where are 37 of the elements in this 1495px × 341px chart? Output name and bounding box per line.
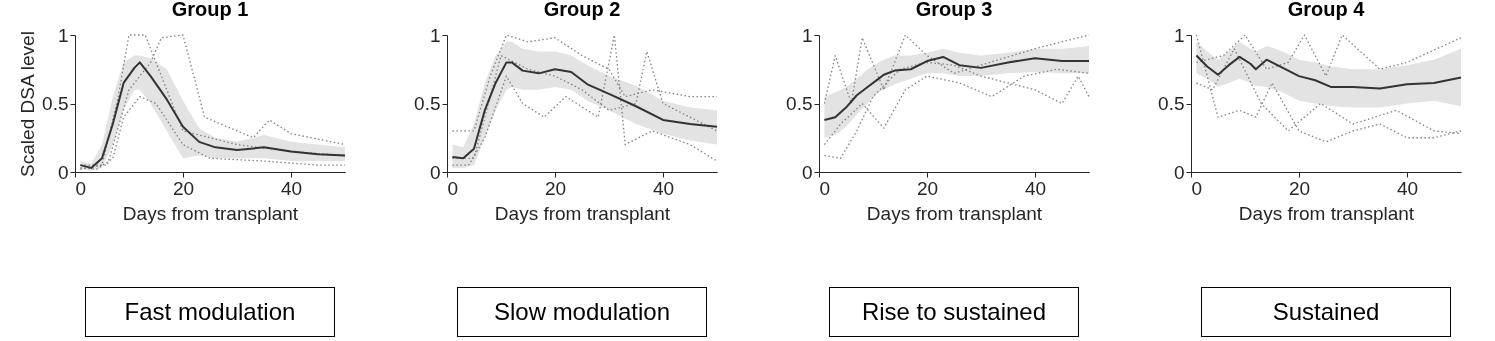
x-tick-label: 0 (75, 177, 87, 199)
y-axis-title: Scaled DSA level (17, 31, 39, 177)
x-tick-label: 20 (172, 177, 195, 199)
chart-title: Group 3 (915, 0, 993, 20)
text: Sustained (1201, 287, 1451, 337)
y-tick-label: 1 (801, 24, 813, 46)
x-tick-label: 20 (916, 177, 939, 199)
x-axis-title: Days from transplant (122, 202, 299, 224)
text: Slow modulation (457, 287, 707, 337)
y-tick-label: 1 (57, 24, 69, 46)
x-axis-title: Days from transplant (494, 202, 671, 224)
text: Fast modulation (85, 287, 335, 337)
x-tick-label: 0 (1191, 177, 1203, 199)
x-tick-label: 40 (280, 177, 303, 199)
y-tick-label: 0 (429, 161, 441, 183)
y-tick-label: 0.5 (414, 93, 441, 114)
x-axis-title: Days from transplant (866, 202, 1043, 224)
chart-title: Group 1 (171, 0, 249, 20)
chart-title: Group 4 (1287, 0, 1366, 20)
x-tick-label: 0 (819, 177, 831, 199)
x-tick-label: 40 (1396, 177, 1419, 199)
y-tick-label: 0 (801, 161, 813, 183)
x-tick-label: 40 (652, 177, 675, 199)
x-tick-label: 0 (447, 177, 459, 199)
x-tick-label: 20 (544, 177, 567, 199)
text: Rise to sustained (829, 287, 1079, 337)
y-tick-label: 0.5 (786, 93, 813, 114)
y-tick-label: 0.5 (42, 93, 69, 114)
y-tick-label: 1 (429, 24, 441, 46)
x-tick-label: 20 (1288, 177, 1311, 199)
y-tick-label: 0 (1173, 161, 1185, 183)
x-axis-title: Days from transplant (1238, 202, 1415, 224)
x-tick-label: 40 (1024, 177, 1047, 199)
y-tick-label: 1 (1173, 24, 1185, 46)
y-tick-label: 0 (57, 161, 69, 183)
y-tick-label: 0.5 (1158, 93, 1185, 114)
chart-title: Group 2 (543, 0, 621, 20)
